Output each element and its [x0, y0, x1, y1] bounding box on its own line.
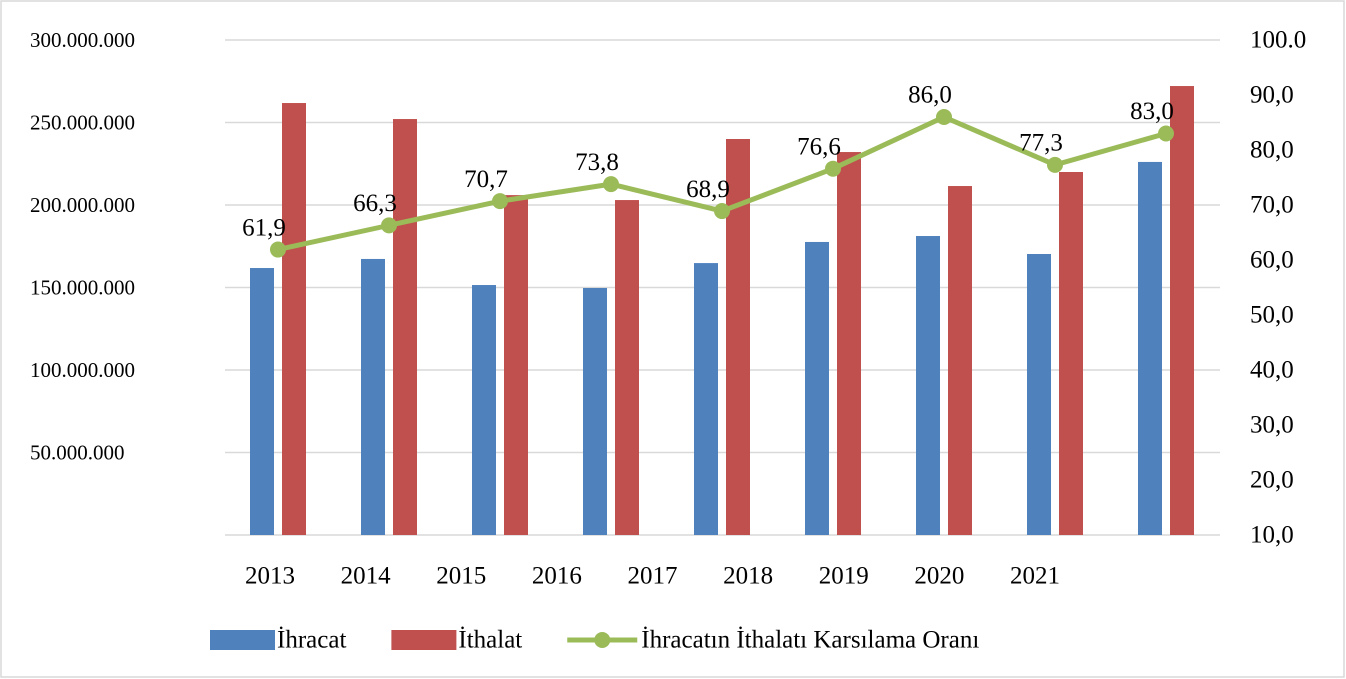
x-tick-label: 2013	[245, 563, 295, 590]
line-marker	[492, 193, 508, 210]
legend-swatch	[210, 630, 275, 650]
data-label: 77,3	[1019, 130, 1063, 157]
legend-label: İhracatın İthalatı Karsılama Oranı	[641, 627, 979, 654]
data-label: 70,7	[464, 166, 508, 193]
bar	[250, 268, 274, 535]
y2-tick-label: 80,0	[1250, 137, 1294, 164]
y-tick-label: 300.000.000	[30, 28, 135, 52]
data-label: 61,9	[242, 214, 286, 241]
bar	[282, 103, 306, 535]
y2-tick-label: 40,0	[1250, 357, 1294, 384]
line-marker	[936, 109, 952, 125]
x-tick-label: 2017	[628, 563, 678, 590]
data-label: 68,9	[686, 176, 730, 203]
data-label: 66,3	[353, 190, 397, 217]
y2-tick-label: 90,0	[1250, 82, 1294, 109]
y2-tick-label: 70,0	[1250, 192, 1294, 219]
bar	[694, 263, 718, 535]
line-marker	[381, 217, 397, 234]
y2-tick-label: 60,0	[1250, 247, 1294, 274]
bar	[1170, 86, 1194, 535]
bar	[1059, 172, 1083, 535]
bar	[1027, 254, 1051, 535]
x-tick-label: 2014	[341, 563, 392, 590]
bar	[948, 186, 972, 535]
bar	[472, 285, 496, 535]
line-marker	[603, 176, 619, 193]
legend-marker	[594, 632, 611, 648]
y2-tick-label: 30,0	[1250, 412, 1294, 439]
x-tick-label: 2016	[532, 563, 582, 590]
x-tick-label: 2021	[1010, 563, 1060, 590]
y-tick-label: 100.000.000	[30, 358, 135, 382]
bar	[837, 152, 861, 535]
bar	[1138, 161, 1162, 535]
y2-tick-label: 10,0	[1250, 522, 1294, 549]
x-tick-label: 2015	[436, 563, 486, 590]
bar	[615, 200, 639, 536]
y-tick-label: 150.000.000	[30, 275, 135, 299]
line-marker	[270, 241, 286, 258]
data-label: 83,0	[1130, 98, 1174, 125]
line-marker	[825, 160, 841, 177]
line-marker	[1047, 156, 1063, 173]
data-label: 73,8	[575, 149, 619, 176]
y-tick-label: 200.000.000	[30, 193, 135, 217]
x-tick-label: 2018	[723, 563, 773, 590]
bar	[805, 241, 829, 535]
data-label: 76,6	[797, 133, 841, 160]
legend-label: İthalat	[458, 627, 522, 654]
data-label: 86,0	[908, 82, 952, 109]
y-tick-label: 50.000.000	[30, 440, 125, 464]
y2-tick-label: 50,0	[1250, 302, 1294, 329]
legend-swatch	[391, 630, 457, 650]
y2-tick-label: 100.0	[1250, 27, 1306, 54]
line-marker	[714, 203, 730, 220]
y2-tick-label: 20,0	[1250, 467, 1294, 494]
x-tick-label: 2019	[819, 563, 869, 590]
bar	[393, 119, 417, 535]
y-tick-label: 250.000.000	[30, 110, 135, 134]
bar	[361, 258, 385, 535]
line-marker	[1158, 125, 1174, 142]
bar	[583, 287, 607, 535]
legend-label: İhracat	[277, 627, 346, 654]
bar	[916, 236, 940, 535]
bar	[504, 195, 528, 535]
x-tick-label: 2020	[914, 563, 964, 590]
